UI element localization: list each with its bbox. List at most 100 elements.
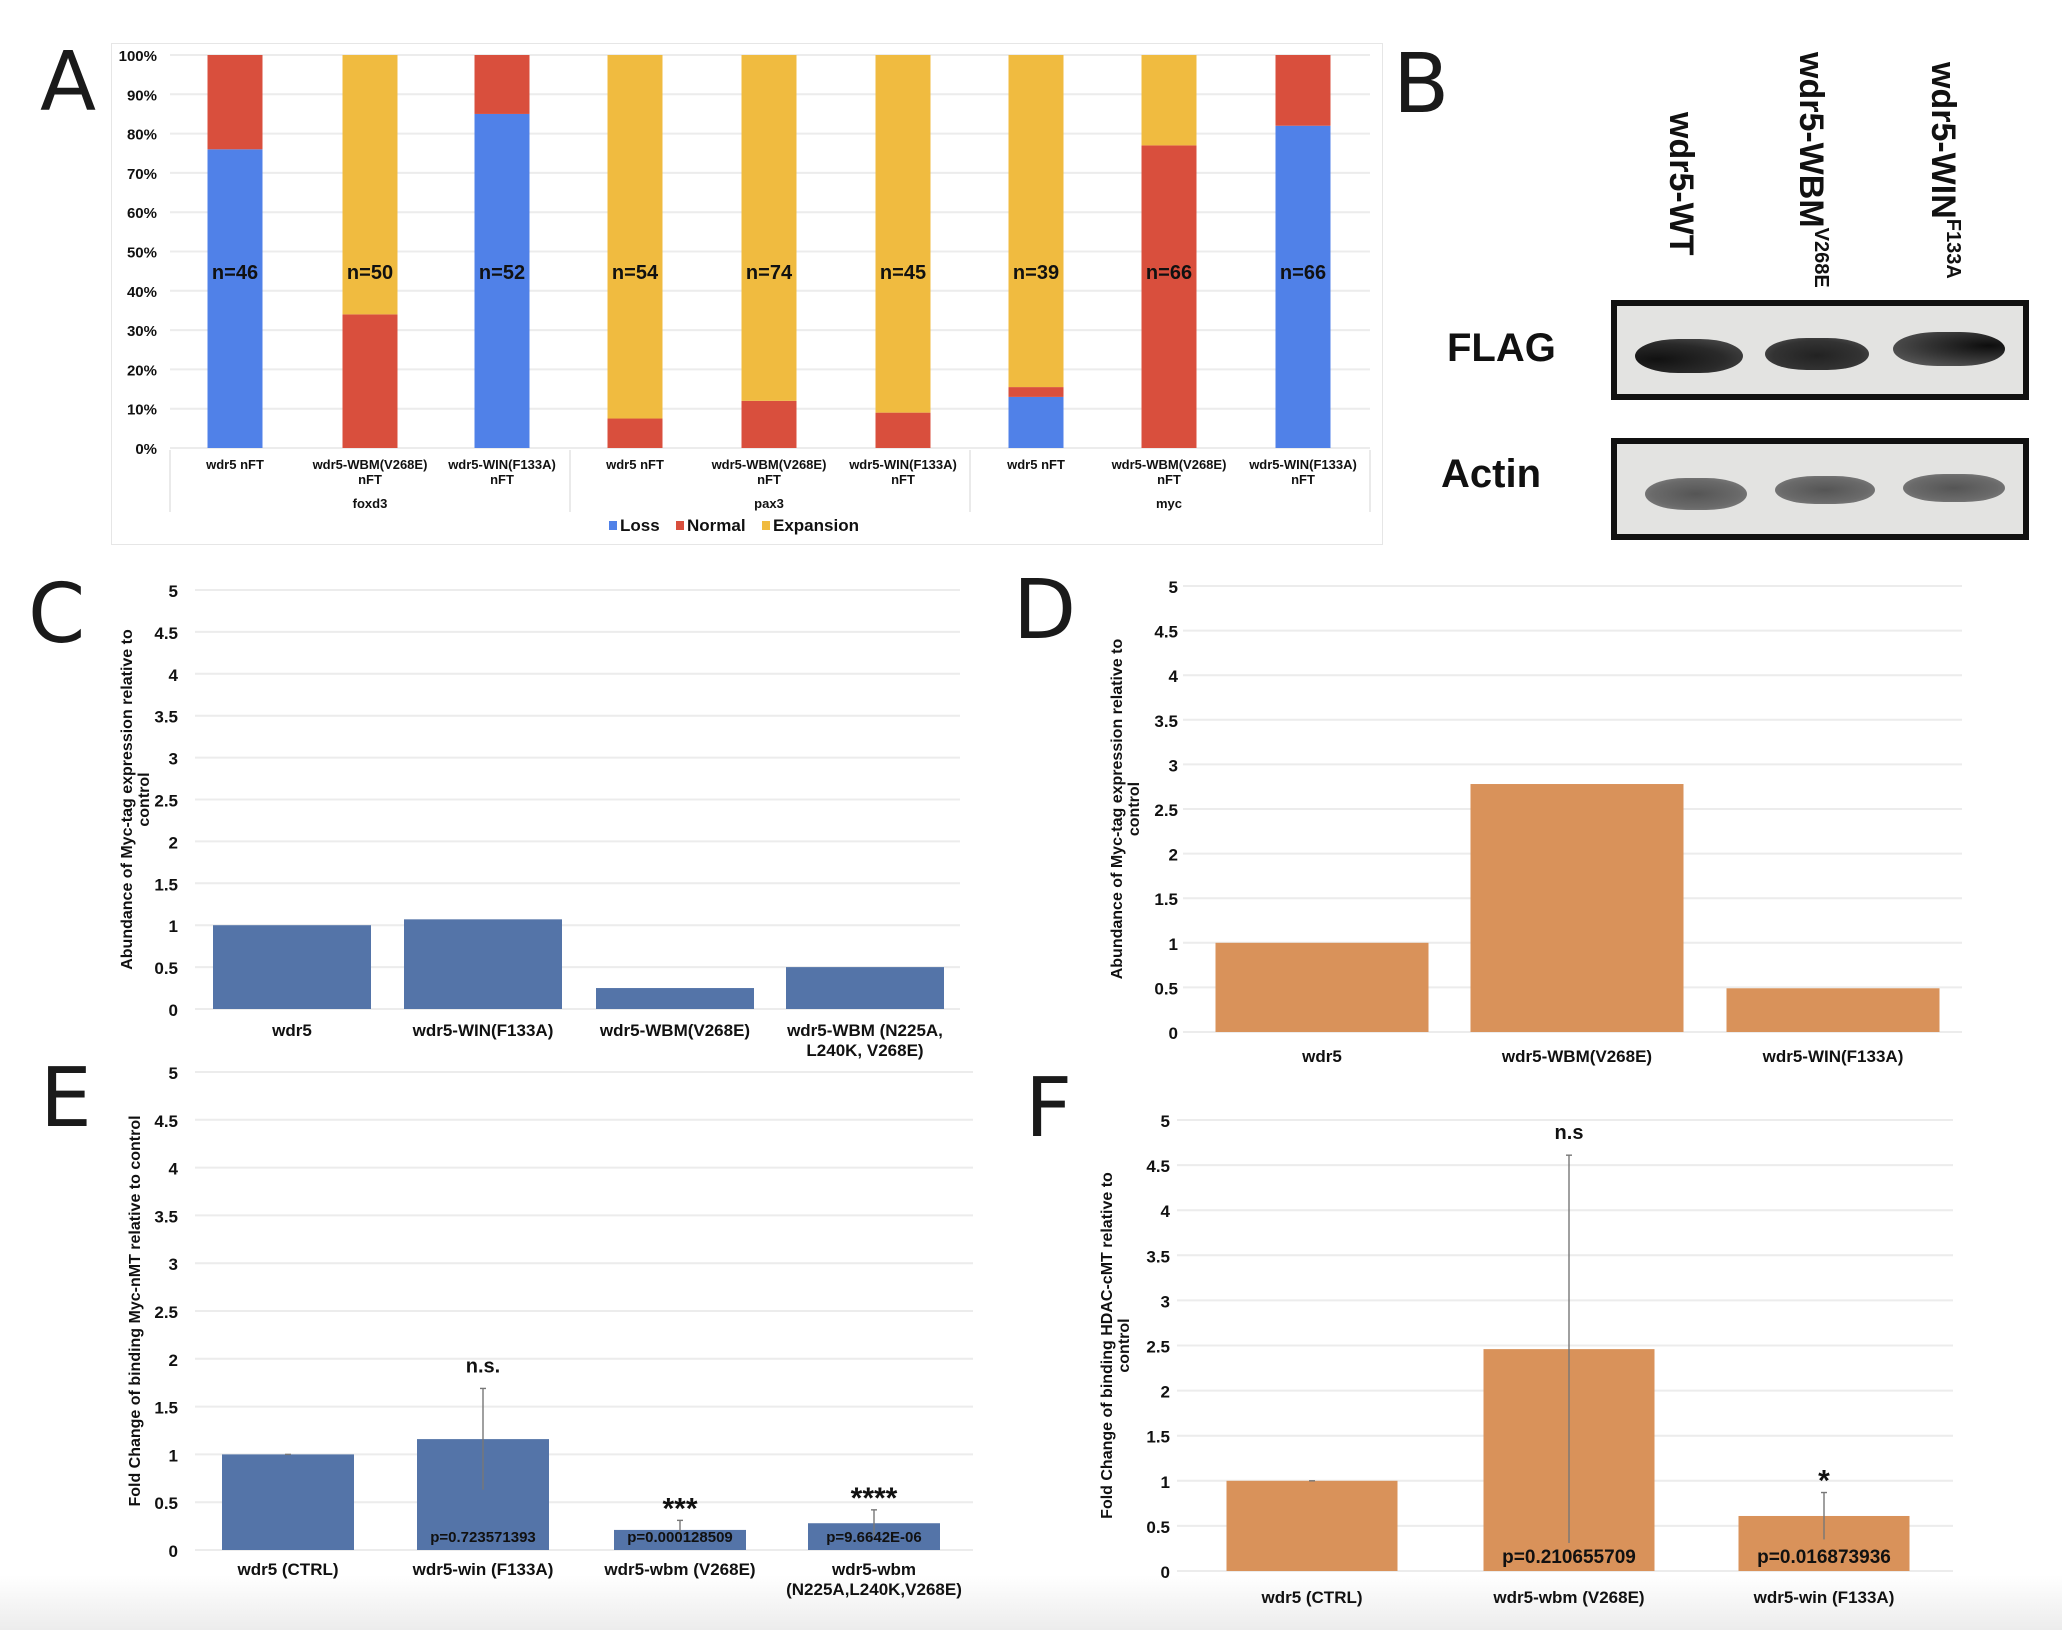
y-tick-label: 4.5 — [1146, 1157, 1170, 1176]
sample-size-label: n=52 — [479, 262, 525, 284]
bar-segment-loss — [1008, 396, 1064, 448]
y-tick-label: 4 — [1161, 1202, 1171, 1221]
x-tick-label: nFT — [490, 472, 514, 487]
panel-label-d: D — [1013, 563, 1077, 658]
y-tick-label: 0 — [169, 1542, 178, 1561]
bar-segment-expansion — [1008, 55, 1064, 388]
y-tick-label: 4 — [169, 1160, 179, 1179]
y-tick-label: 1 — [169, 917, 178, 936]
significance-marker: n.s — [1555, 1122, 1584, 1144]
y-tick-label: 1 — [1161, 1473, 1170, 1492]
y-axis-label: control — [1126, 782, 1143, 836]
y-tick-label: 2.5 — [154, 792, 178, 811]
x-tick-label: wdr5-wbm — [831, 1560, 916, 1579]
y-tick-label: 2 — [169, 1351, 178, 1370]
panel-a-frame — [111, 43, 1383, 545]
y-tick-label: 3 — [169, 750, 178, 769]
legend-swatch-loss — [609, 521, 617, 530]
p-value-label: p=0.000128509 — [627, 1529, 733, 1546]
y-tick-label: 70% — [127, 166, 157, 183]
y-tick-label: 0% — [135, 441, 157, 458]
wb-flag-blot — [1611, 300, 2029, 400]
x-tick-label: L240K, V268E) — [806, 1041, 923, 1060]
x-tick-label: nFT — [1291, 472, 1315, 487]
x-tick-label: wdr5-WBM(V268E) — [599, 1021, 750, 1040]
bar — [1470, 784, 1684, 1032]
bar-segment-expansion — [1141, 55, 1197, 146]
bar-segment-loss — [207, 149, 263, 448]
bar — [404, 919, 562, 1009]
wb-band — [1775, 476, 1875, 504]
legend-label: Expansion — [773, 516, 859, 535]
bar-segment-normal — [875, 412, 931, 448]
y-tick-label: 3.5 — [1146, 1247, 1170, 1266]
y-tick-label: 1.5 — [1146, 1428, 1170, 1447]
x-tick-label: wdr5 — [1301, 1047, 1342, 1066]
x-tick-label: wdr5-wbm (V268E) — [1492, 1588, 1644, 1607]
y-tick-label: 4.5 — [154, 1112, 178, 1131]
bar-segment-loss — [1275, 125, 1331, 449]
bar-segment-normal — [1275, 55, 1331, 126]
wb-band — [1645, 478, 1747, 510]
bar — [222, 1454, 354, 1550]
y-tick-label: 90% — [127, 87, 157, 104]
sample-size-label: n=50 — [347, 262, 393, 284]
y-tick-label: 100% — [119, 48, 157, 65]
y-tick-label: 3 — [169, 1255, 178, 1274]
y-tick-label: 3 — [1161, 1292, 1170, 1311]
bar — [1215, 942, 1429, 1032]
bar-segment-normal — [207, 55, 263, 150]
x-tick-label: wdr5 nFT — [205, 457, 264, 472]
y-tick-label: 5 — [169, 582, 178, 601]
panel-label-c: C — [28, 567, 86, 662]
x-tick-label: wdr5-wbm (V268E) — [603, 1560, 755, 1579]
y-tick-label: 3.5 — [1154, 712, 1178, 731]
x-tick-label: wdr5-WBM(V268E) — [1111, 457, 1227, 472]
y-axis-label: Fold Change of binding Myc-nMT relative … — [127, 1115, 144, 1506]
panel-label-f: F — [1025, 1061, 1073, 1156]
y-tick-label: 4 — [169, 666, 179, 685]
y-tick-label: 50% — [127, 245, 157, 262]
y-tick-label: 4 — [1169, 667, 1179, 686]
wb-row-label-flag: FLAG — [1447, 326, 1556, 370]
x-tick-label: wdr5-WBM(V268E) — [312, 457, 428, 472]
sample-size-label: n=45 — [880, 262, 926, 284]
bar-segment-normal — [607, 418, 663, 448]
wb-actin-blot — [1611, 438, 2029, 540]
y-tick-label: 2 — [169, 833, 178, 852]
bar-segment-expansion — [607, 55, 663, 419]
x-tick-label: nFT — [358, 472, 382, 487]
significance-marker: **** — [851, 1482, 898, 1515]
x-tick-label: wdr5 — [271, 1021, 312, 1040]
y-tick-label: 1.5 — [154, 875, 178, 894]
group-label: pax3 — [754, 496, 784, 511]
bar — [614, 1529, 746, 1550]
wb-row-label-actin: Actin — [1441, 452, 1541, 496]
bar-segment-expansion — [741, 55, 797, 401]
sample-size-label: n=39 — [1013, 262, 1059, 284]
y-tick-label: 40% — [127, 284, 157, 301]
sample-size-label: n=66 — [1280, 262, 1326, 284]
significance-marker: n.s. — [466, 1355, 500, 1377]
x-tick-label: nFT — [757, 472, 781, 487]
y-tick-label: 0 — [169, 1001, 178, 1020]
bar-segment-normal — [342, 314, 398, 448]
bar-segment-loss — [474, 113, 530, 448]
wb-band — [1635, 339, 1743, 373]
x-tick-label: wdr5-WBM(V268E) — [1501, 1047, 1652, 1066]
y-tick-label: 60% — [127, 205, 157, 222]
x-tick-label: nFT — [891, 472, 915, 487]
x-tick-label: wdr5-WIN(F133A) — [412, 1021, 554, 1040]
y-tick-label: 2 — [1169, 846, 1178, 865]
sample-size-label: n=46 — [212, 262, 258, 284]
significance-marker: * — [1818, 1465, 1830, 1498]
bar — [786, 967, 944, 1009]
y-tick-label: 2.5 — [1154, 801, 1178, 820]
x-tick-label: wdr5-WBM(V268E) — [711, 457, 827, 472]
wb-band — [1765, 338, 1869, 370]
x-tick-label: wdr5-WIN(F133A) — [1762, 1047, 1904, 1066]
x-tick-label: wdr5 nFT — [605, 457, 664, 472]
p-value-label: p=9.6642E-06 — [826, 1529, 922, 1546]
sample-size-label: n=54 — [612, 262, 659, 284]
